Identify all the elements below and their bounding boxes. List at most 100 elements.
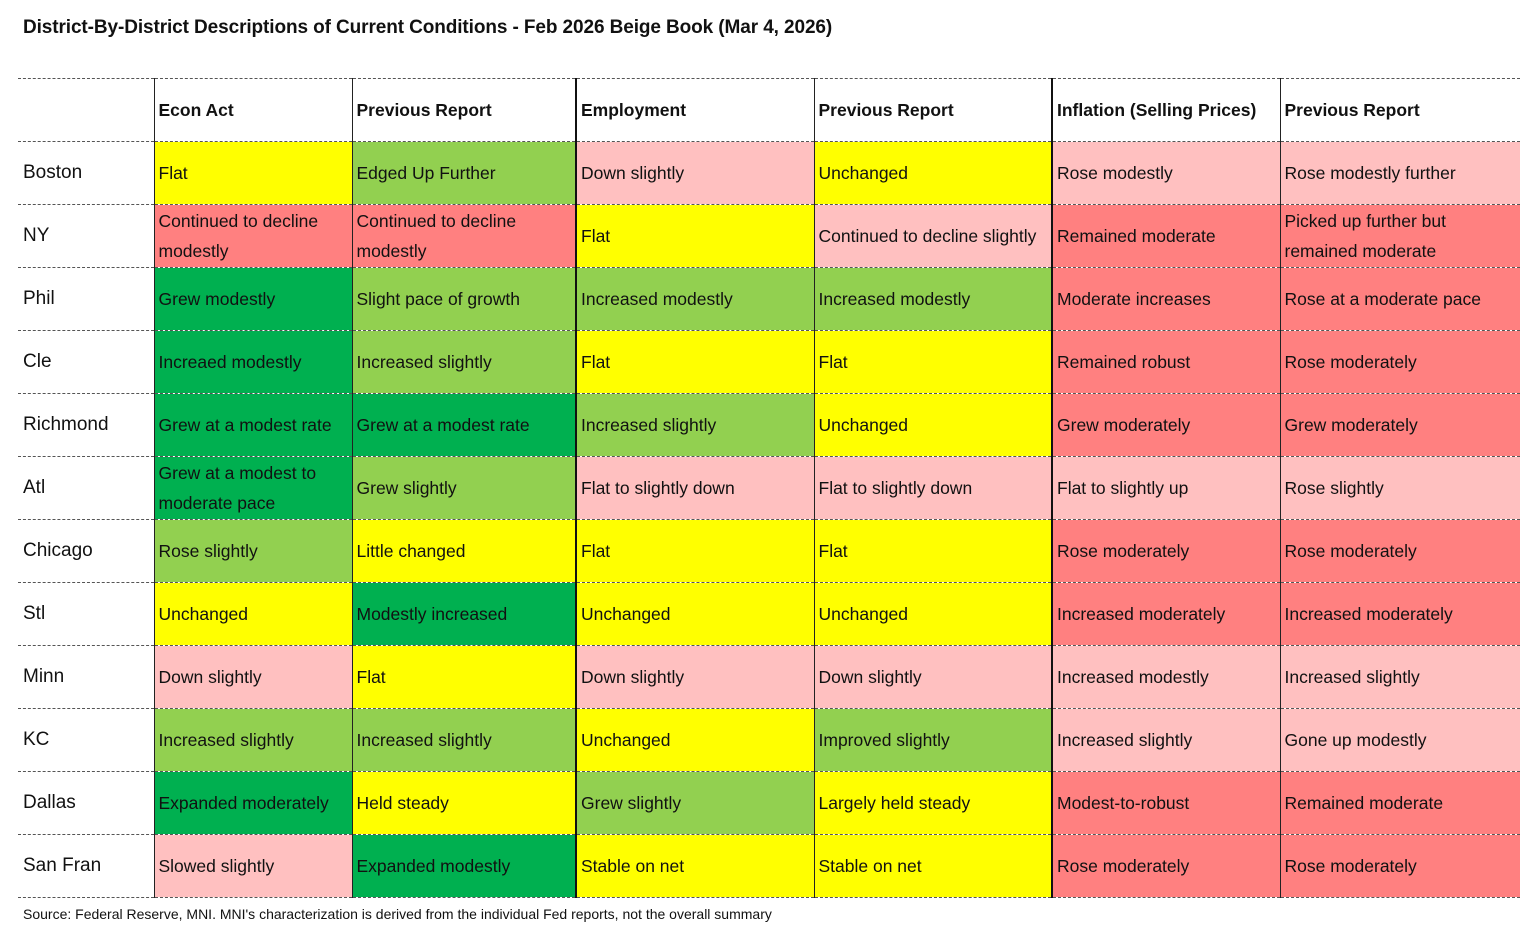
table-cell: Grew moderately bbox=[1279, 393, 1520, 457]
table-cell: Increased slightly bbox=[351, 708, 576, 772]
table-cell: Rose moderately bbox=[1279, 330, 1520, 394]
table-cell: Edged Up Further bbox=[351, 141, 576, 205]
table-row: Dallas Expanded moderately Held steady Grew… bbox=[18, 771, 1520, 835]
district-name: Minn bbox=[18, 645, 154, 709]
table-row: KC Increased slightly Increased slightly Un… bbox=[18, 708, 1520, 772]
conditions-table: Econ Act Previous Report Employment Prev… bbox=[18, 78, 1520, 898]
table-cell: Down slightly bbox=[813, 645, 1052, 709]
district-name: Dallas bbox=[18, 771, 154, 835]
table-row: Phil Grew modestly Slight pace of growth In… bbox=[18, 267, 1520, 331]
table-cell: Rose moderately bbox=[1279, 834, 1520, 898]
table-cell: Remained moderate bbox=[1051, 204, 1280, 268]
table-row: NY Continued to decline modestly Continued… bbox=[18, 204, 1520, 268]
district-name: Phil bbox=[18, 267, 154, 331]
table-cell: Grew modestly bbox=[153, 267, 352, 331]
table-row: Atl Grew at a modest to moderate pace Grew… bbox=[18, 456, 1520, 520]
header-inflation-previous: Previous Report bbox=[1279, 78, 1520, 142]
table-cell: Continued to decline modestly bbox=[351, 204, 576, 268]
table-cell: Increased moderately bbox=[1051, 582, 1280, 646]
table-cell: Increased slightly bbox=[1051, 708, 1280, 772]
table-body: Boston Flat Edged Up Further Down slightly U… bbox=[18, 141, 1520, 898]
table-cell: Flat to slightly down bbox=[575, 456, 814, 520]
table-cell: Increased moderately bbox=[1279, 582, 1520, 646]
table-cell: Modest-to-robust bbox=[1051, 771, 1280, 835]
header-econ-previous: Previous Report bbox=[351, 78, 576, 142]
table-cell: Moderate increases bbox=[1051, 267, 1280, 331]
header-employment-previous: Previous Report bbox=[813, 78, 1052, 142]
table-cell: Continued to decline modestly bbox=[153, 204, 352, 268]
table-cell: Flat bbox=[153, 141, 352, 205]
district-name: Richmond bbox=[18, 393, 154, 457]
table-cell: Down slightly bbox=[153, 645, 352, 709]
table-cell: Gone up modestly bbox=[1279, 708, 1520, 772]
table-cell: Rose moderately bbox=[1279, 519, 1520, 583]
table-cell: Rose slightly bbox=[153, 519, 352, 583]
source-note: Source: Federal Reserve, MNI. MNI's char… bbox=[23, 906, 772, 922]
table-row: Stl Unchanged Modestly increased Unchanged U… bbox=[18, 582, 1520, 646]
table-cell: Unchanged bbox=[575, 582, 814, 646]
table-cell: Flat bbox=[351, 645, 576, 709]
table-cell: Slight pace of growth bbox=[351, 267, 576, 331]
table-row: San Fran Slowed slightly Expanded modestly… bbox=[18, 834, 1520, 898]
table-cell: Increased slightly bbox=[1279, 645, 1520, 709]
table-cell: Flat bbox=[813, 330, 1052, 394]
table-cell: Unchanged bbox=[813, 141, 1052, 205]
table-cell: Expanded moderately bbox=[153, 771, 352, 835]
table-cell: Picked up further but remained moderate bbox=[1279, 204, 1520, 268]
table-row: Minn Down slightly Flat Down slightly Down s… bbox=[18, 645, 1520, 709]
table-cell: Grew moderately bbox=[1051, 393, 1280, 457]
table-cell: Rose at a moderate pace bbox=[1279, 267, 1520, 331]
table-cell: Continued to decline slightly bbox=[813, 204, 1052, 268]
header-row: Econ Act Previous Report Employment Prev… bbox=[18, 78, 1520, 142]
table-cell: Flat bbox=[575, 519, 814, 583]
table-cell: Modestly increased bbox=[351, 582, 576, 646]
table-cell: Down slightly bbox=[575, 141, 814, 205]
table-cell: Unchanged bbox=[813, 393, 1052, 457]
table-cell: Grew slightly bbox=[575, 771, 814, 835]
table-cell: Grew at a modest to moderate pace bbox=[153, 456, 352, 520]
table-cell: Grew slightly bbox=[351, 456, 576, 520]
table-row: Chicago Rose slightly Little changed Flat Fl… bbox=[18, 519, 1520, 583]
table-row: Cle Increaed modestly Increased slightly Fl… bbox=[18, 330, 1520, 394]
table-cell: Remained moderate bbox=[1279, 771, 1520, 835]
table-cell: Remained robust bbox=[1051, 330, 1280, 394]
table-cell: Increased modestly bbox=[575, 267, 814, 331]
table-cell: Flat bbox=[813, 519, 1052, 583]
district-name: San Fran bbox=[18, 834, 154, 898]
table-cell: Flat to slightly down bbox=[813, 456, 1052, 520]
table-cell: Increased slightly bbox=[575, 393, 814, 457]
table-cell: Little changed bbox=[351, 519, 576, 583]
table-cell: Unchanged bbox=[153, 582, 352, 646]
table-cell: Grew at a modest rate bbox=[153, 393, 352, 457]
table-cell: Increased modestly bbox=[813, 267, 1052, 331]
table-cell: Rose modestly bbox=[1051, 141, 1280, 205]
table-cell: Stable on net bbox=[813, 834, 1052, 898]
header-employment: Employment bbox=[575, 78, 814, 142]
table-row: Richmond Grew at a modest rate Grew at a m… bbox=[18, 393, 1520, 457]
district-name: Stl bbox=[18, 582, 154, 646]
table-cell: Down slightly bbox=[575, 645, 814, 709]
table-cell: Held steady bbox=[351, 771, 576, 835]
table-cell: Unchanged bbox=[813, 582, 1052, 646]
table-cell: Improved slightly bbox=[813, 708, 1052, 772]
table-cell: Flat to slightly up bbox=[1051, 456, 1280, 520]
table-cell: Increased slightly bbox=[153, 708, 352, 772]
table-cell: Increased slightly bbox=[351, 330, 576, 394]
table-cell: Rose moderately bbox=[1051, 519, 1280, 583]
table-cell: Increaed modestly bbox=[153, 330, 352, 394]
table-cell: Unchanged bbox=[575, 708, 814, 772]
header-corner bbox=[18, 78, 154, 142]
table-cell: Rose moderately bbox=[1051, 834, 1280, 898]
table-row: Boston Flat Edged Up Further Down slightly U… bbox=[18, 141, 1520, 205]
district-name: Atl bbox=[18, 456, 154, 520]
table-cell: Stable on net bbox=[575, 834, 814, 898]
district-name: NY bbox=[18, 204, 154, 268]
table-cell: Rose modestly further bbox=[1279, 141, 1520, 205]
page-title: District-By-District Descriptions of Cur… bbox=[23, 17, 833, 38]
table-cell: Slowed slightly bbox=[153, 834, 352, 898]
table-cell: Grew at a modest rate bbox=[351, 393, 576, 457]
table-cell: Flat bbox=[575, 204, 814, 268]
district-name: KC bbox=[18, 708, 154, 772]
table-cell: Flat bbox=[575, 330, 814, 394]
header-econ-act: Econ Act bbox=[153, 78, 352, 142]
